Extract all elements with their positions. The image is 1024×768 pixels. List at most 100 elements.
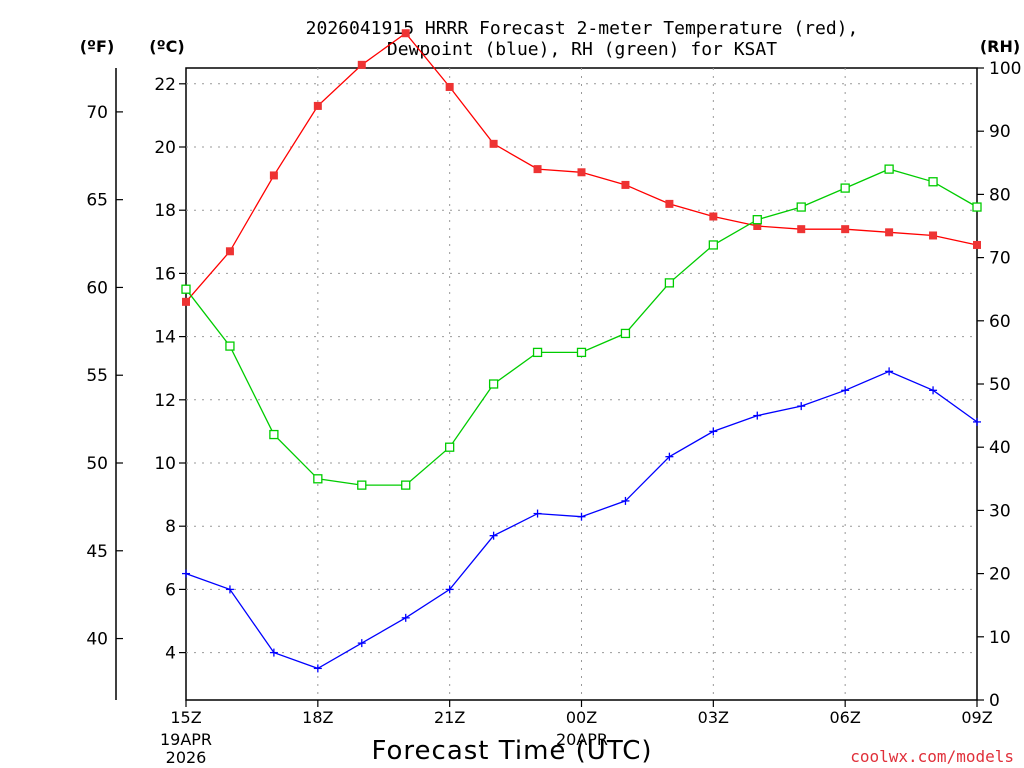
fahrenheit-tick-label: 60 [86,278,108,298]
temperature-point [445,82,454,91]
temperature-point [665,199,674,208]
rh-point [313,474,323,484]
rh-point [928,177,938,187]
fahrenheit-tick-label: 55 [86,366,108,386]
dewpoint-point [269,648,278,657]
x-year-label: 2026 [166,748,207,767]
celsius-axis: 4 6 8 10 12 14 16 18 20 22 [154,75,186,664]
temperature-point [973,240,981,249]
rh-point [884,164,894,174]
time-tick-label: 06Z [830,708,861,727]
time-tick-label: 21Z [434,708,465,727]
dewpoint-point [489,531,498,540]
rh-tick-label: 100 [989,59,1021,79]
dewpoint-point [313,664,322,673]
fahrenheit-tick-label: 50 [86,454,108,474]
temperature-point [621,180,630,189]
rh-point [269,429,279,440]
rh-tick-label: 40 [989,438,1011,458]
celsius-tick-label: 14 [154,328,176,348]
rh-point [752,215,762,225]
temperature-point [182,297,190,306]
series-layer [181,29,982,673]
dewpoint-point [621,496,630,505]
rh-tick-label: 90 [989,122,1011,142]
x-date-label-19apr: 19APR [160,730,212,749]
dewpoint-point [797,402,806,411]
dewpoint-point [665,452,674,461]
fahrenheit-tick-label: 40 [86,630,108,650]
chart-title-line2: Dewpoint (blue), RH (green) for KSAT [387,39,777,60]
rh-point [488,379,499,389]
celsius-tick-label: 20 [154,138,176,158]
dewpoint-point [533,509,542,518]
temperature-point [841,225,850,234]
rh-axis: 0 10 20 30 40 50 60 70 80 90 100 [977,59,1021,711]
rh-point [796,202,806,212]
fahrenheit-tick-label: 45 [86,542,108,562]
rh-point [708,240,718,250]
rh-point [620,328,631,339]
temperature-point [225,247,234,256]
celsius-unit-label: (ºC) [149,37,184,56]
celsius-tick-label: 18 [154,201,176,221]
rh-point [972,202,982,212]
dewpoint-point [445,585,454,594]
rh-tick-label: 70 [989,249,1011,269]
dewpoint-point [357,639,366,648]
fahrenheit-unit-label: (ºF) [80,37,115,56]
rh-tick-label: 20 [989,565,1011,585]
x-axis-title: Forecast Time (UTC) [371,736,652,766]
celsius-tick-label: 4 [165,644,176,664]
dewpoint-point [401,613,410,622]
temperature-series [182,29,981,306]
celsius-tick-label: 12 [154,391,176,411]
dewpoint-point [709,427,718,436]
temperature-point [929,231,938,240]
dewpoint-point [182,569,190,578]
rh-tick-label: 80 [989,185,1011,205]
rh-tick-label: 60 [989,312,1011,332]
time-tick-label: 00Z [566,708,597,727]
celsius-tick-label: 16 [154,264,176,284]
time-axis: 15Z 18Z 21Z 00Z 03Z 06Z 09Z [170,700,993,727]
watermark: coolwx.com/models [850,747,1014,766]
dewpoint-point [885,367,894,376]
temperature-point [797,225,806,234]
dewpoint-point [225,585,234,594]
temperature-point [357,60,366,69]
temperature-point [753,222,762,230]
temperature-point [313,101,322,110]
rh-point [181,284,191,294]
rh-tick-label: 10 [989,628,1011,648]
rh-point [840,183,850,193]
rh-point [225,341,235,351]
chart-title-line1: 2026041915 HRRR Forecast 2-meter Tempera… [306,18,859,39]
dewpoint-point [841,386,850,395]
temperature-point [489,139,498,148]
celsius-tick-label: 10 [154,454,176,474]
temperature-point [269,171,278,180]
rh-tick-label: 50 [989,375,1011,395]
fahrenheit-axis: 40 45 50 55 60 65 70 [86,103,123,650]
dewpoint-point [973,417,981,426]
temperature-point [709,212,718,221]
x-date-label-20apr: 20APR [556,730,608,749]
rh-point [576,347,587,358]
rh-point [357,480,367,490]
dewpoint-point [929,386,938,395]
fahrenheit-tick-label: 65 [86,191,108,211]
time-tick-label: 18Z [302,708,333,727]
dewpoint-point [577,512,586,521]
celsius-tick-label: 6 [165,580,176,600]
rh-series [181,164,982,490]
rh-point [401,480,411,490]
temperature-point [401,29,410,38]
temperature-point [533,165,542,174]
temperature-point [885,228,894,237]
time-tick-label: 03Z [698,708,729,727]
time-tick-label: 15Z [170,708,201,727]
celsius-tick-label: 8 [165,517,176,537]
temperature-point [577,168,586,177]
